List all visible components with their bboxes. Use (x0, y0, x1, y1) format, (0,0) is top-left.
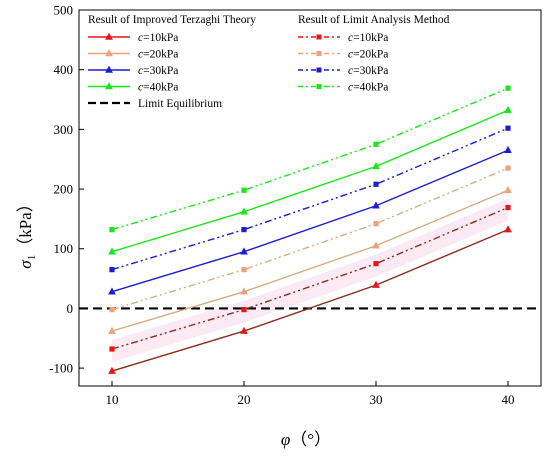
series-line-terzaghi-2 (111, 149, 509, 293)
y-tick-label: 300 (54, 122, 74, 137)
series-line-terzaghi-0 (111, 228, 509, 372)
series-line-limit-6 (111, 127, 509, 271)
y-tick-label: 500 (54, 3, 74, 18)
data-point-terzaghi-3-0 (108, 247, 116, 255)
plot-area (78, 9, 542, 387)
y-tick-label: 100 (54, 241, 74, 256)
legend-swatch-marker (105, 82, 113, 90)
x-axis-symbol: φ (281, 430, 290, 449)
x-tick-label: 40 (502, 392, 515, 407)
legend-entry-label: c=40kPa (348, 82, 388, 94)
y-axis-symbol: σ (16, 260, 35, 269)
legend-entry-label: c=20kPa (138, 49, 178, 61)
x-tick-label: 30 (370, 392, 383, 407)
data-point-terzaghi-2-1 (240, 247, 248, 255)
tint-band (112, 198, 508, 362)
x-tick-label: 10 (106, 392, 119, 407)
y-axis-unit: （kPa） (16, 195, 35, 255)
y-axis-label: σ1（kPa） (16, 195, 38, 268)
legend-entry-symbol: c (348, 49, 353, 61)
series-layer (108, 85, 512, 374)
legend-entry-label: c=10kPa (138, 32, 178, 44)
x-tick-label: 20 (238, 392, 251, 407)
legend-entry-symbol: c (348, 32, 353, 44)
legend-entry-symbol: c (348, 65, 353, 77)
data-point-terzaghi-1-0 (108, 326, 116, 334)
legend-entry-value: =10kPa (353, 32, 388, 44)
legend-entry-value: =40kPa (143, 82, 178, 94)
legend-entry-value: =20kPa (143, 49, 178, 61)
legend-entry-label: c=30kPa (348, 65, 388, 77)
legend-swatch-marker (105, 49, 113, 57)
tick-layer: -100 0 100 200 300 400 500 10 20 30 40 (49, 3, 514, 408)
data-point-limit-5-0 (109, 307, 115, 313)
y-tick-label: 200 (54, 182, 74, 197)
tint-band-layer (112, 198, 508, 362)
data-point-limit-7-3 (505, 85, 511, 91)
y-axis-subscript: 1 (26, 255, 38, 261)
data-point-terzaghi-2-3 (504, 145, 512, 154)
legend-entry-symbol: c (138, 82, 143, 94)
data-point-terzaghi-0-1 (240, 326, 248, 334)
series-line-terzaghi-3 (111, 109, 509, 253)
x-axis-unit: （°） (290, 430, 331, 449)
data-point-limit-7-2 (373, 141, 379, 147)
data-point-limit-5-1 (241, 267, 247, 273)
y-tick-label: 400 (54, 62, 74, 77)
legend-entry-label: c=10kPa (348, 32, 388, 44)
data-point-terzaghi-1-2 (372, 241, 380, 249)
data-point-limit-5-2 (373, 221, 379, 227)
legend-swatch-marker (105, 65, 113, 73)
legend-entry-symbol: c (138, 49, 143, 61)
legend-swatch-marker (105, 32, 113, 40)
legend-entry-label: c=20kPa (348, 49, 388, 61)
data-point-limit-6-3 (505, 125, 511, 131)
data-point-terzaghi-0-2 (372, 280, 380, 288)
legend-entry-symbol: c (348, 82, 353, 94)
y-tick-label: 0 (67, 301, 74, 316)
legend-entry-symbol: c (138, 32, 143, 44)
legend-entry-value: =40kPa (353, 82, 388, 94)
data-point-terzaghi-2-0 (108, 287, 116, 295)
data-point-limit-7-0 (109, 227, 115, 233)
y-tick-label: -100 (49, 361, 73, 376)
data-point-limit-6-1 (241, 227, 247, 233)
legend-swatch-marker (316, 67, 322, 73)
legend-entry-label: c=30kPa (138, 65, 178, 77)
data-point-limit-5-3 (505, 165, 511, 171)
data-point-terzaghi-0-3 (504, 225, 512, 233)
legend-swatch-marker (316, 34, 322, 40)
series-line-terzaghi-1 (111, 189, 509, 332)
data-point-terzaghi-0-0 (108, 366, 116, 374)
legend-entry-value: =30kPa (353, 65, 388, 77)
legend-entry-value: =10kPa (143, 32, 178, 44)
data-point-terzaghi-2-2 (372, 201, 380, 209)
data-point-limit-7-1 (241, 187, 247, 193)
legend-entry-value: =20kPa (353, 49, 388, 61)
legend-entry-reference: Limit Equilibrium (138, 98, 222, 110)
legend-header-terzaghi: Result of Improved Terzaghi Theory (88, 14, 256, 26)
legend-entry-label: c=40kPa (138, 82, 178, 94)
legend-swatch-marker (316, 51, 322, 56)
legend-entry-symbol: c (138, 65, 143, 77)
legend-header-limit: Result of Limit Analysis Method (298, 14, 450, 26)
data-point-terzaghi-3-2 (372, 162, 380, 170)
x-axis-label: φ（°） (281, 430, 331, 449)
data-point-terzaghi-3-3 (504, 105, 512, 114)
data-point-limit-4-2 (373, 261, 379, 267)
data-point-limit-4-3 (505, 204, 511, 211)
data-point-terzaghi-1-1 (240, 287, 248, 295)
legend-entry-value: =30kPa (143, 65, 178, 77)
legend: Result of Improved Terzaghi Theory Result… (88, 14, 450, 110)
legend-swatch-marker (316, 84, 322, 89)
data-point-terzaghi-3-1 (240, 207, 248, 215)
data-point-limit-4-0 (109, 346, 115, 352)
data-point-limit-6-0 (109, 267, 115, 273)
data-point-terzaghi-1-3 (504, 185, 512, 194)
data-point-limit-4-1 (241, 307, 247, 313)
data-point-limit-6-2 (373, 181, 379, 187)
